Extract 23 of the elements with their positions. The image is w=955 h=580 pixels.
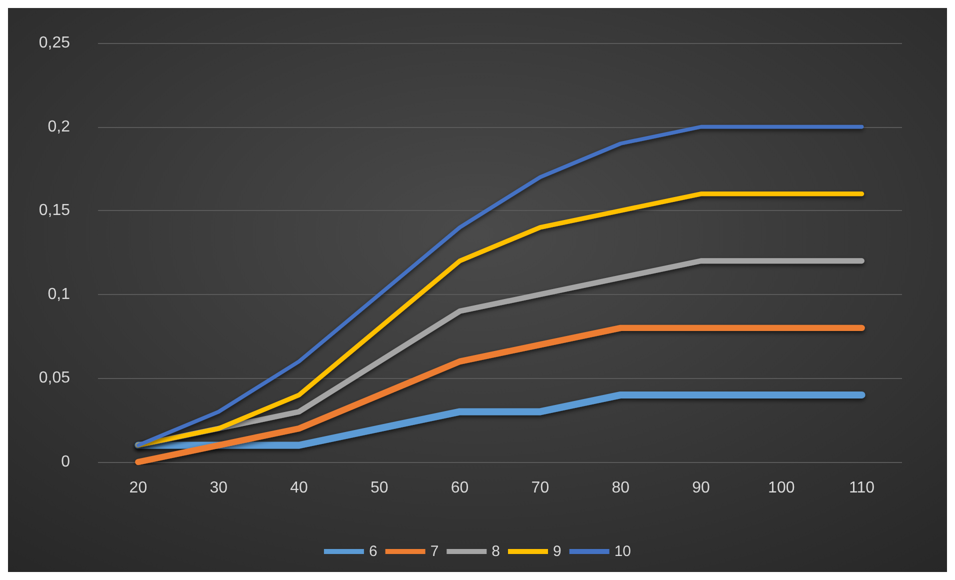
line-series	[136, 192, 864, 448]
x-tick-label: 70	[531, 480, 550, 496]
x-tick-label: 30	[210, 480, 228, 496]
legend-label: 10	[614, 543, 632, 560]
x-tick-label: 100	[768, 480, 795, 496]
y-tick-label: 0,1	[48, 286, 70, 303]
x-tick-label: 20	[129, 480, 148, 496]
legend-label: 7	[430, 543, 439, 560]
x-tick-label: 50	[370, 480, 388, 496]
y-tick-label: 0,05	[38, 370, 70, 387]
x-tick-label: 90	[692, 480, 710, 496]
legend-label: 8	[492, 543, 500, 560]
x-tick-label: 80	[612, 480, 630, 496]
line-series	[136, 124, 864, 448]
x-tick-label: 60	[450, 480, 469, 496]
x-tick-label: 110	[849, 480, 875, 496]
y-tick-label: 0,25	[38, 34, 70, 52]
y-tick-label: 0,2	[48, 118, 70, 136]
legend-label: 9	[553, 543, 562, 560]
y-tick-label: 0	[61, 454, 70, 470]
legend-label: 6	[368, 543, 378, 560]
y-tick-label: 0,15	[38, 202, 70, 220]
x-tick-label: 40	[290, 480, 308, 496]
